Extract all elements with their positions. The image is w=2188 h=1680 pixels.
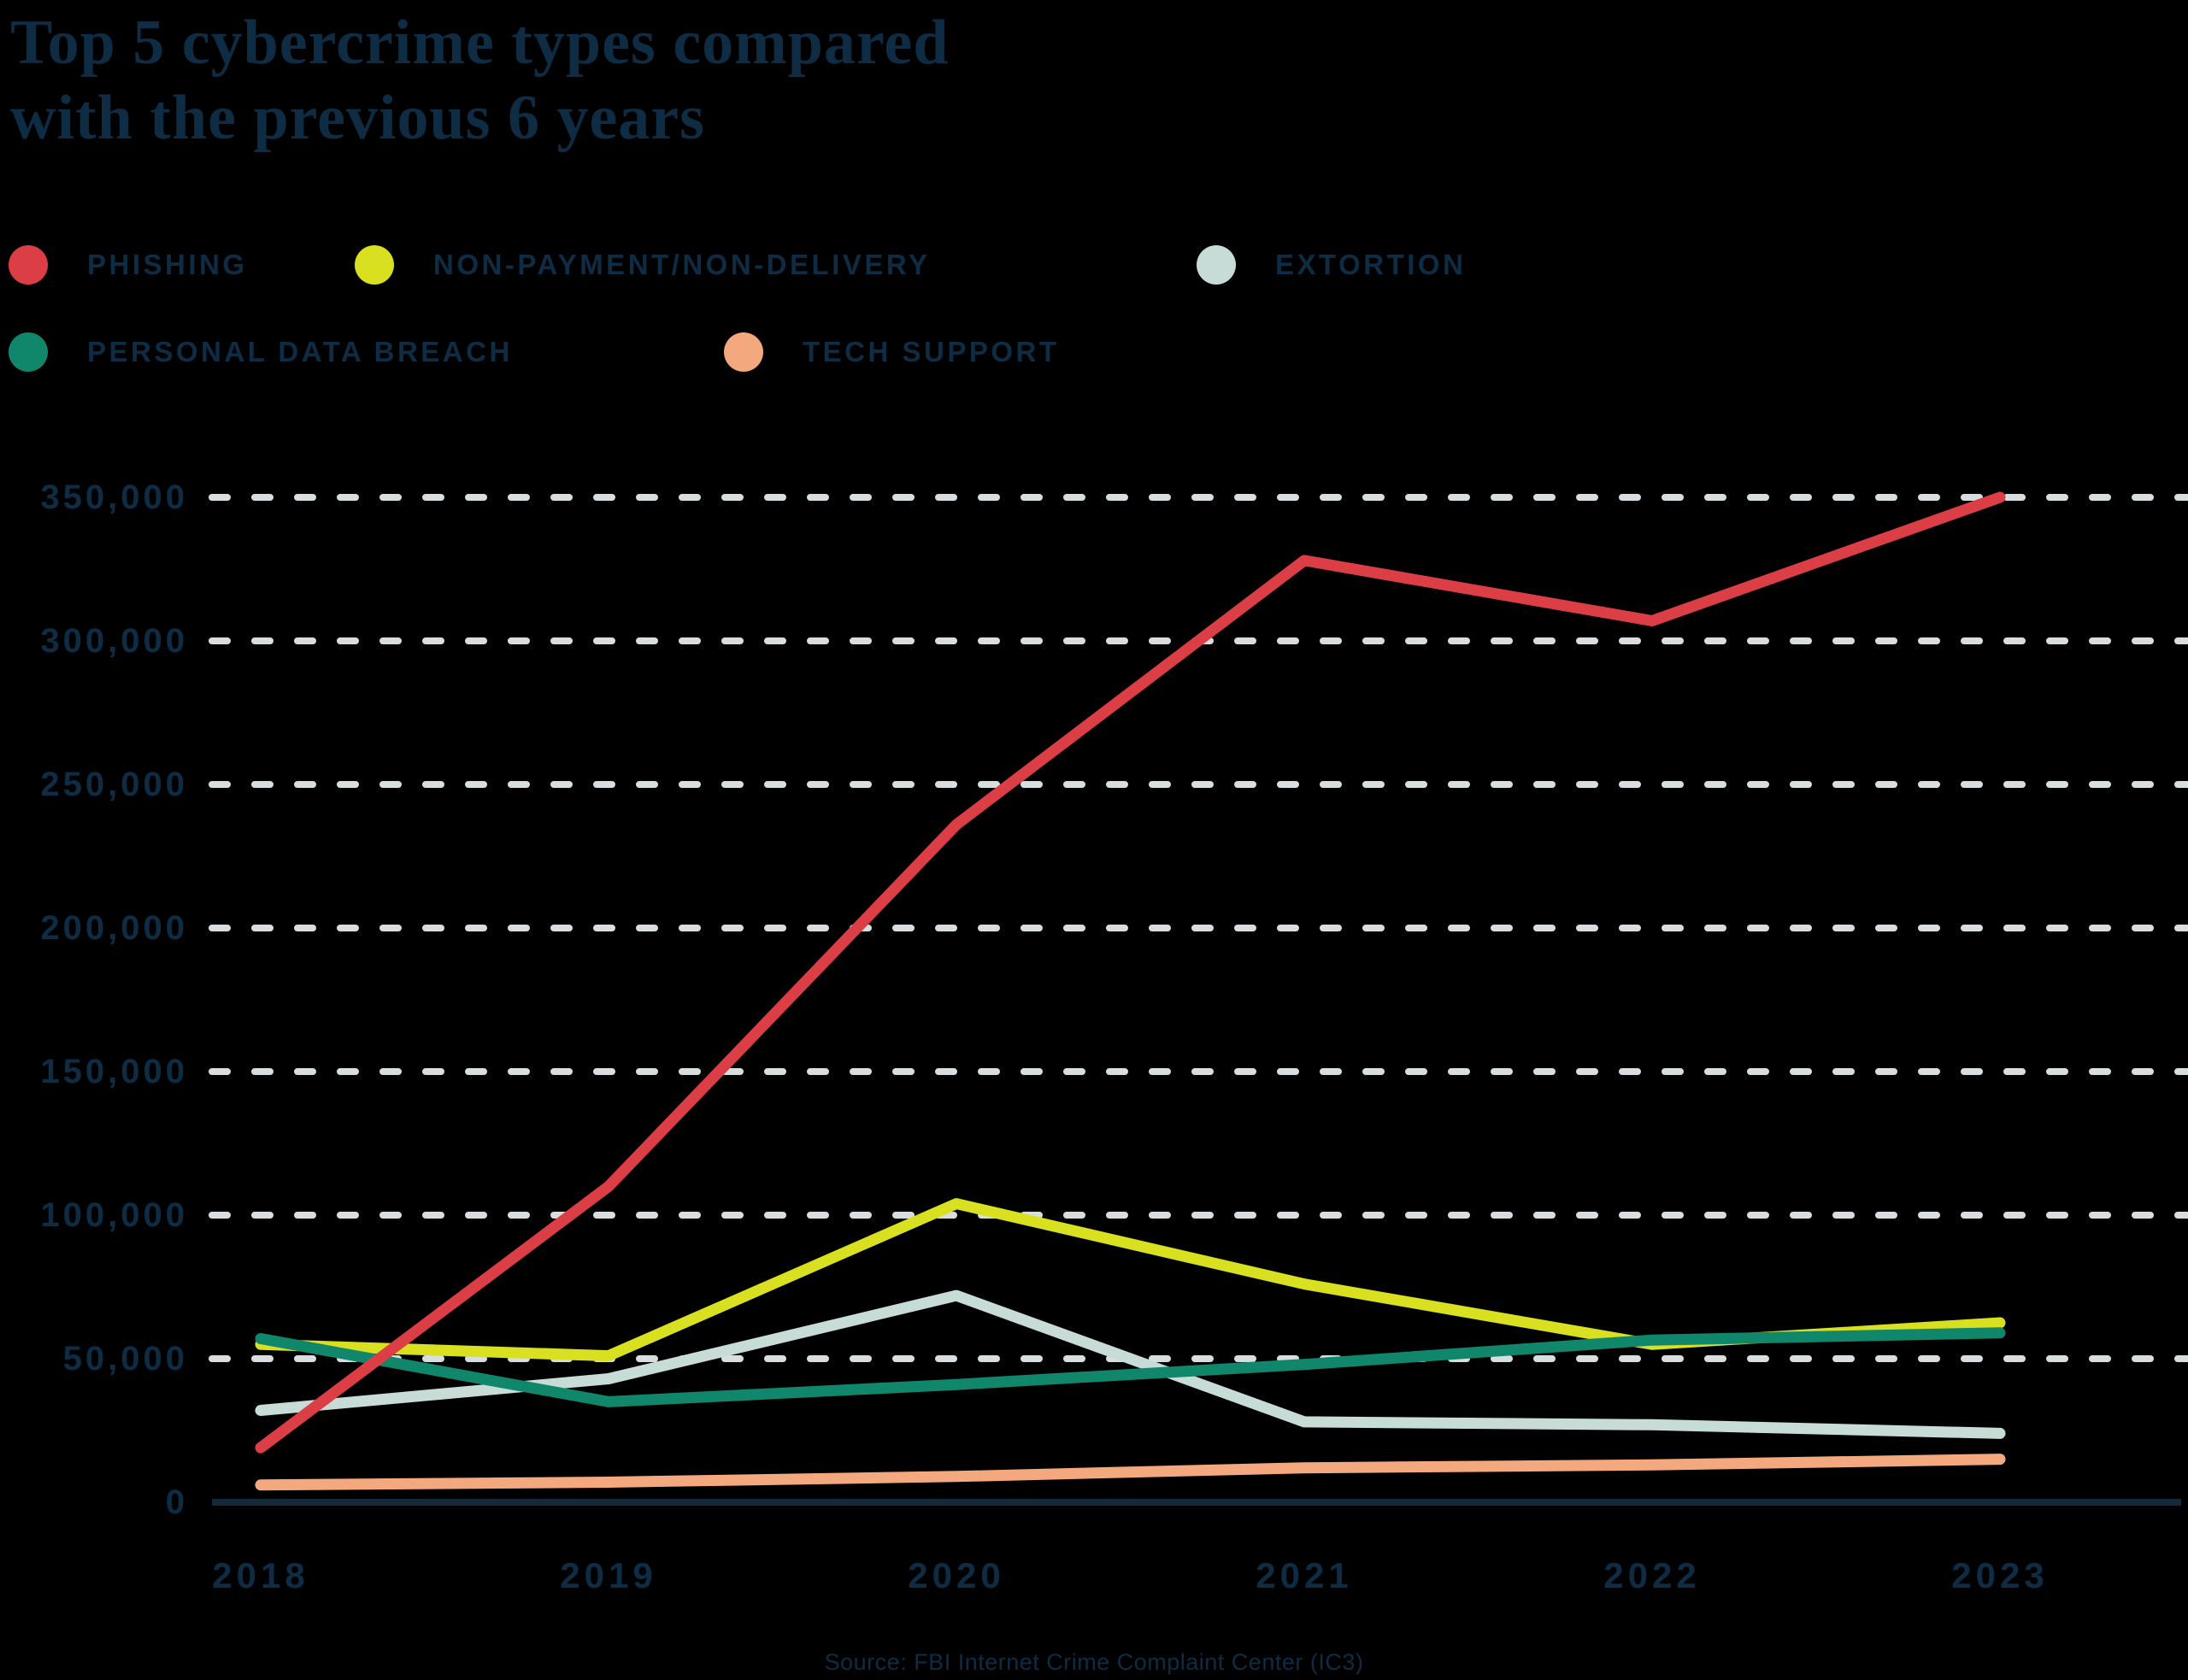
- legend-label-non-payment: NON-PAYMENT/NON-DELIVERY: [433, 249, 931, 280]
- series-line-extortion: [255, 1289, 2006, 1439]
- source-attribution: Source: FBI Internet Crime Complaint Cen…: [824, 1649, 1364, 1675]
- x-tick-label-2019: 2019: [560, 1555, 656, 1595]
- x-tick-label-2021: 2021: [1256, 1555, 1352, 1595]
- y-tick-label-250000: 250,000: [40, 766, 188, 803]
- legend-item-extortion: EXTORTION: [1197, 245, 1466, 285]
- legend-label-personal-data-breach: PERSONAL DATA BREACH: [87, 336, 513, 367]
- extortion-dot-icon: [1197, 245, 1236, 285]
- legend-item-non-payment: NON-PAYMENT/NON-DELIVERY: [355, 245, 930, 285]
- y-tick-label-350000: 350,000: [40, 479, 188, 516]
- legend-label-phishing: PHISHING: [87, 249, 248, 280]
- series-line-personal-data-breach: [255, 1327, 2006, 1407]
- legend-label-extortion: EXTORTION: [1275, 249, 1467, 280]
- chart-title: Top 5 cybercrime types compared with the…: [10, 5, 949, 156]
- x-tick-label-2020: 2020: [908, 1555, 1004, 1595]
- series-line-phishing: [255, 491, 2006, 1454]
- y-tick-label-200000: 200,000: [40, 909, 188, 947]
- legend-item-personal-data-breach: PERSONAL DATA BREACH: [9, 332, 513, 372]
- x-tick-label-2018: 2018: [212, 1555, 309, 1595]
- legend-label-tech-support: TECH SUPPORT: [803, 336, 1060, 367]
- legend-item-tech-support: TECH SUPPORT: [724, 332, 1060, 372]
- chart-title-line2: with the previous 6 years: [10, 83, 705, 153]
- series-line-tech-support: [255, 1454, 2006, 1491]
- x-tick-label-2022: 2022: [1603, 1555, 1700, 1595]
- y-tick-label-300000: 300,000: [40, 622, 188, 660]
- phishing-dot-icon: [9, 245, 48, 285]
- tech-support-dot-icon: [724, 332, 763, 372]
- x-tick-label-2023: 2023: [1951, 1555, 2048, 1595]
- personal-data-breach-dot-icon: [9, 332, 48, 372]
- non-payment-dot-icon: [355, 245, 394, 285]
- y-tick-label-0: 0: [166, 1483, 188, 1521]
- chart-title-line1: Top 5 cybercrime types compared: [10, 8, 950, 78]
- y-tick-label-50000: 50,000: [63, 1340, 188, 1377]
- y-tick-label-150000: 150,000: [40, 1053, 188, 1090]
- y-tick-label-100000: 100,000: [40, 1196, 188, 1234]
- legend-item-phishing: PHISHING: [9, 245, 248, 285]
